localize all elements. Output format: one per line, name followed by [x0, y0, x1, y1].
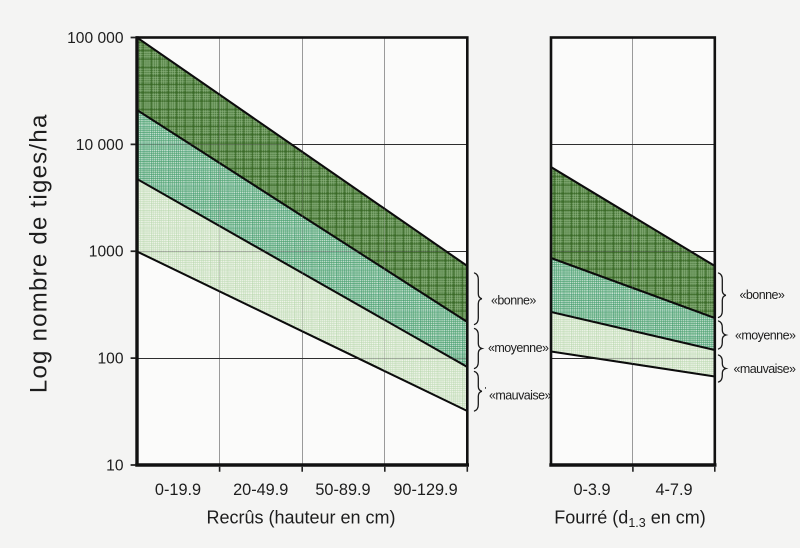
svg-text:0-3.9: 0-3.9 — [573, 481, 610, 499]
svg-text:«moyenne»: «moyenne» — [488, 341, 549, 355]
svg-text:90-129.9: 90-129.9 — [393, 481, 457, 499]
svg-text:Fourré (d1.3 en cm): Fourré (d1.3 en cm) — [554, 508, 705, 531]
svg-text:1000: 1000 — [89, 244, 124, 261]
svg-text:«moyenne»: «moyenne» — [735, 328, 796, 342]
svg-text:0-19.9: 0-19.9 — [155, 481, 201, 499]
svg-text:«bonne»: «bonne» — [740, 288, 785, 302]
svg-text:«mauvaise»: «mauvaise» — [734, 362, 796, 376]
svg-text:4-7.9: 4-7.9 — [655, 481, 692, 499]
svg-text:10: 10 — [106, 457, 124, 474]
svg-text:Recrûs (hauteur en cm): Recrûs (hauteur en cm) — [206, 508, 395, 528]
svg-text:10 000: 10 000 — [76, 137, 124, 154]
svg-text:«bonne»: «bonne» — [491, 293, 536, 307]
svg-text:20-49.9: 20-49.9 — [233, 481, 288, 499]
svg-text:100: 100 — [97, 351, 123, 368]
svg-text:«mauvaise»: «mauvaise» — [489, 388, 551, 402]
svg-text:100 000: 100 000 — [67, 30, 124, 47]
svg-text:50-89.9: 50-89.9 — [315, 481, 370, 499]
svg-text:Log nombre de tiges/ha: Log nombre de tiges/ha — [25, 113, 52, 393]
